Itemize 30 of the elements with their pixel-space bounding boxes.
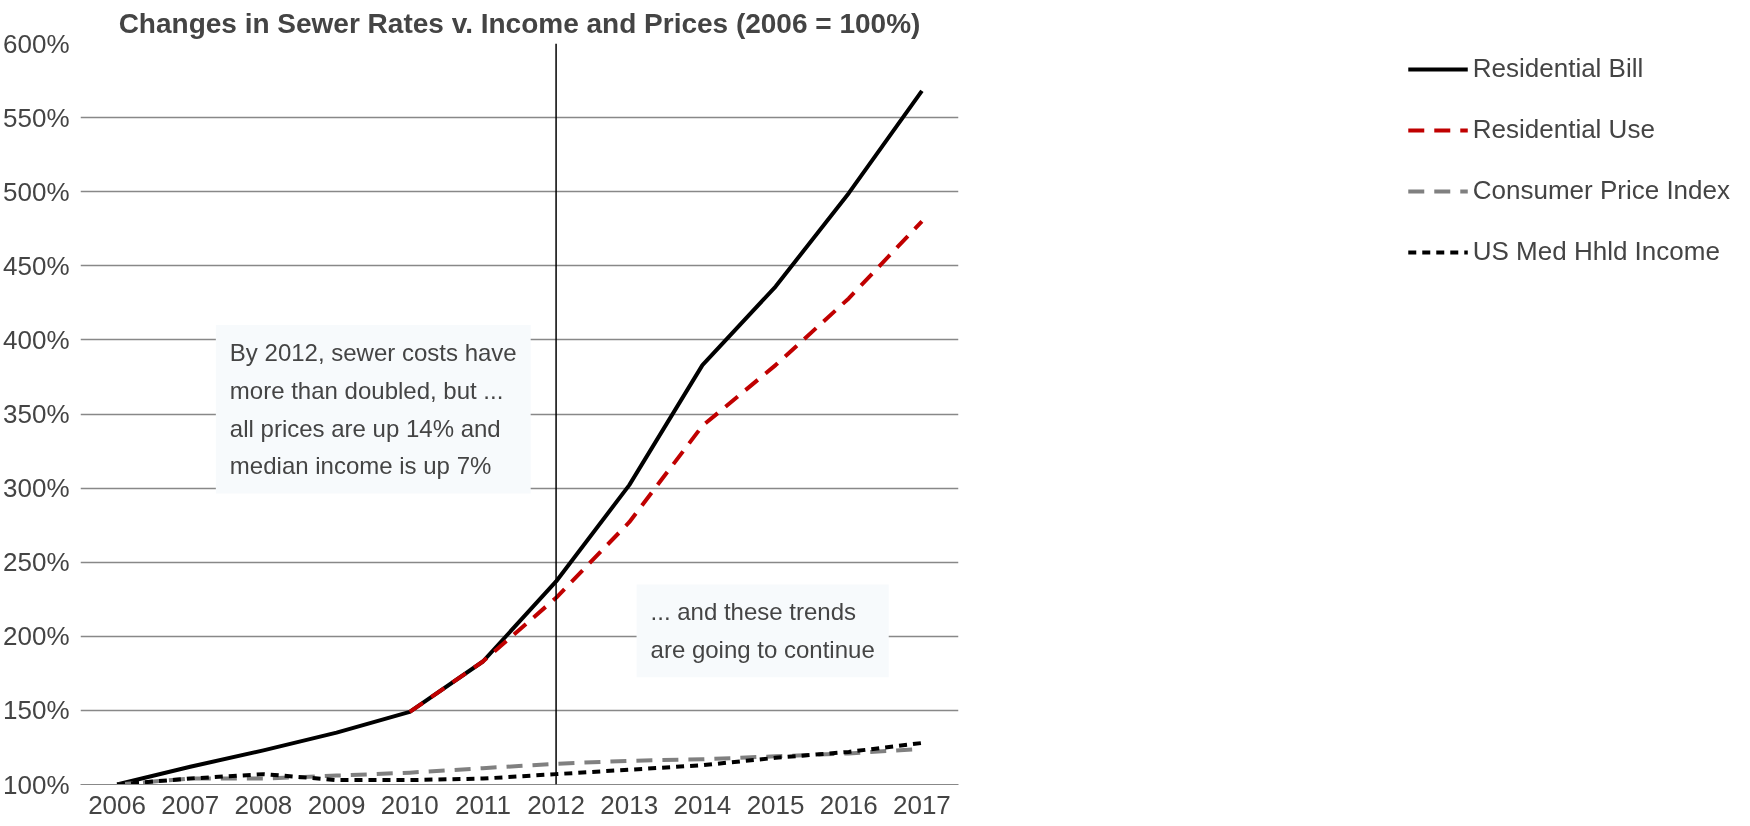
- legend-label: Residential Use: [1472, 114, 1655, 145]
- x-tick-label: 2007: [161, 789, 220, 820]
- x-tick-label: 2016: [819, 789, 878, 820]
- legend-label: Consumer Price Index: [1472, 175, 1730, 206]
- y-tick-label: 200%: [3, 621, 70, 652]
- y-tick-label: 150%: [3, 695, 70, 726]
- y-tick-label: 250%: [3, 547, 70, 578]
- annotation: ... and these trends are going to continue: [650, 598, 875, 664]
- x-tick-label: 2015: [746, 789, 805, 820]
- y-tick-label: 100%: [3, 769, 70, 800]
- legend-label: US Med Hhld Income: [1472, 236, 1720, 267]
- y-tick-label: 450%: [3, 250, 70, 281]
- y-tick-label: 400%: [3, 324, 70, 355]
- x-tick-label: 2006: [88, 789, 147, 820]
- x-tick-label: 2012: [527, 789, 586, 820]
- annotation: By 2012, sewer costs have more than doubled, but ... all prices are up 14% and median income is up 7%: [229, 339, 517, 480]
- x-tick-label: 2010: [380, 789, 439, 820]
- x-tick-label: 2008: [234, 789, 293, 820]
- y-tick-label: 600%: [3, 28, 70, 59]
- y-tick-label: 550%: [3, 102, 70, 133]
- x-tick-label: 2014: [673, 789, 732, 820]
- x-tick-label: 2017: [893, 789, 951, 820]
- legend-label: Residential Bill: [1472, 53, 1644, 84]
- y-tick-label: 350%: [3, 399, 70, 429]
- y-tick-label: 500%: [3, 176, 70, 207]
- y-tick-label: 300%: [3, 473, 70, 504]
- x-tick-label: 2013: [600, 789, 659, 820]
- chart-title: Changes in Sewer Rates v. Income and Prices (2006 = 100%): [118, 7, 921, 39]
- x-tick-label: 2009: [307, 789, 366, 820]
- x-tick-label: 2011: [454, 789, 511, 820]
